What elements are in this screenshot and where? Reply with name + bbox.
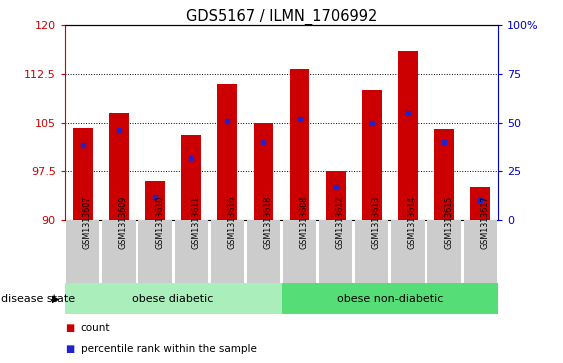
Text: obese non-diabetic: obese non-diabetic (337, 294, 443, 303)
Bar (145, 181, 165, 220)
Bar (391, 220, 425, 283)
Bar (253, 123, 274, 220)
Text: GSM1313613: GSM1313613 (372, 196, 381, 249)
Text: GSM1313608: GSM1313608 (300, 196, 309, 249)
Bar (73, 128, 93, 220)
Bar (247, 220, 280, 283)
Bar (282, 283, 498, 314)
Text: GSM1313617: GSM1313617 (480, 196, 489, 249)
Bar (181, 135, 201, 220)
Text: GSM1313614: GSM1313614 (408, 196, 417, 249)
Text: obese diabetic: obese diabetic (132, 294, 214, 303)
Text: GSM1313611: GSM1313611 (191, 196, 200, 249)
Text: GSM1313607: GSM1313607 (83, 196, 92, 249)
Bar (217, 84, 237, 220)
Text: ■: ■ (65, 323, 74, 333)
Text: GSM1313609: GSM1313609 (119, 196, 128, 249)
Text: GSM1313610: GSM1313610 (155, 196, 164, 249)
Bar (398, 51, 418, 220)
Text: ▶: ▶ (52, 294, 59, 303)
Text: GSM1313615: GSM1313615 (444, 196, 453, 249)
Text: GSM1313616: GSM1313616 (227, 196, 236, 249)
Bar (283, 220, 316, 283)
Bar (66, 220, 100, 283)
Bar (102, 220, 136, 283)
Text: disease state: disease state (1, 294, 75, 303)
Bar (470, 187, 490, 220)
Bar (138, 220, 172, 283)
Bar (427, 220, 461, 283)
Bar (65, 283, 282, 314)
Text: ■: ■ (65, 344, 74, 354)
Bar (175, 220, 208, 283)
Bar (326, 171, 346, 220)
Text: GSM1313618: GSM1313618 (263, 196, 272, 249)
Bar (109, 113, 129, 220)
Bar (434, 129, 454, 220)
Bar (319, 220, 352, 283)
Bar (463, 220, 497, 283)
Bar (211, 220, 244, 283)
Text: GDS5167 / ILMN_1706992: GDS5167 / ILMN_1706992 (186, 9, 377, 25)
Text: GSM1313612: GSM1313612 (336, 196, 345, 249)
Bar (289, 69, 310, 220)
Bar (355, 220, 388, 283)
Text: percentile rank within the sample: percentile rank within the sample (81, 344, 256, 354)
Text: count: count (81, 323, 110, 333)
Bar (362, 90, 382, 220)
